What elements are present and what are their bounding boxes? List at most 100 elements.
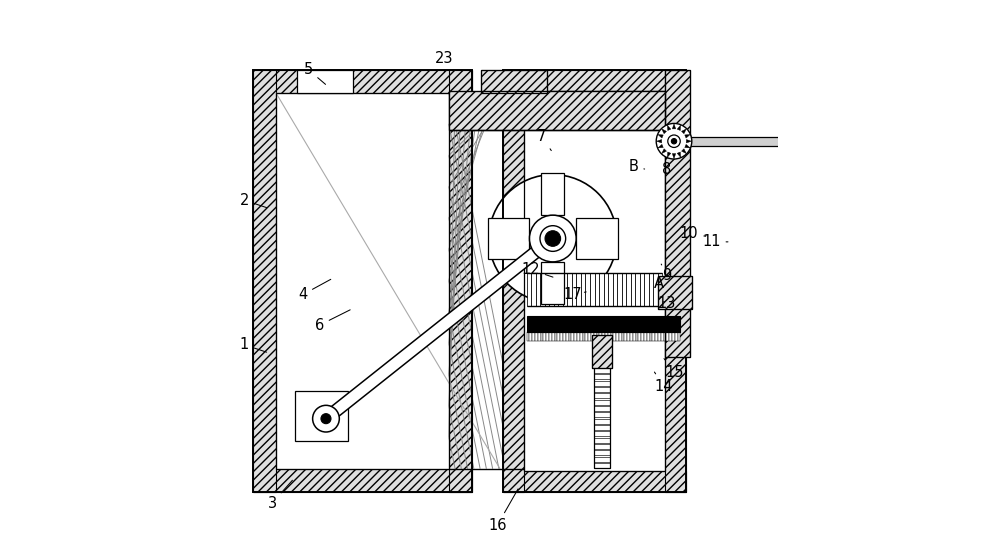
Bar [560, 332, 563, 341]
Bar [535, 332, 538, 341]
Polygon shape [685, 135, 690, 138]
Bar [449, 91, 665, 130]
Circle shape [529, 215, 576, 262]
Bar [617, 273, 622, 306]
Bar [253, 70, 472, 492]
Bar [594, 368, 610, 373]
Bar [608, 332, 611, 341]
Bar [541, 262, 564, 304]
Bar [524, 91, 665, 471]
Bar [655, 332, 658, 341]
Bar [633, 332, 636, 341]
Bar [658, 276, 692, 309]
Bar [566, 332, 569, 341]
Bar [611, 332, 613, 341]
Bar [644, 332, 647, 341]
Text: A: A [653, 276, 663, 291]
Bar [545, 273, 549, 306]
Bar [594, 374, 610, 379]
Bar [481, 70, 547, 93]
Bar [549, 273, 554, 306]
Bar [622, 332, 624, 341]
Bar [503, 70, 686, 492]
Bar [563, 332, 566, 341]
Text: 11: 11 [702, 235, 728, 249]
Bar [563, 273, 567, 306]
Bar [635, 273, 640, 306]
Bar [597, 332, 599, 341]
Bar [541, 332, 543, 341]
Bar [594, 419, 610, 424]
Bar [594, 425, 610, 430]
Bar [591, 332, 594, 341]
Bar [276, 93, 449, 469]
Bar [602, 332, 605, 341]
Polygon shape [672, 153, 676, 158]
Bar [664, 332, 666, 341]
Bar [557, 332, 560, 341]
Bar [546, 332, 549, 341]
Bar [554, 273, 558, 306]
Bar [595, 273, 599, 306]
Bar [253, 70, 276, 492]
Bar [527, 273, 531, 306]
Polygon shape [449, 93, 524, 469]
Text: 2: 2 [240, 193, 267, 207]
Text: 3: 3 [267, 480, 292, 510]
Bar [253, 70, 472, 93]
Text: 8: 8 [662, 162, 671, 177]
Bar [532, 332, 535, 341]
Bar [527, 316, 680, 332]
Bar [594, 349, 610, 354]
Bar [613, 273, 617, 306]
Polygon shape [672, 124, 676, 129]
Bar [543, 332, 546, 341]
Bar [549, 332, 552, 341]
Bar [531, 273, 536, 306]
Bar [576, 218, 618, 260]
Text: 13: 13 [658, 296, 676, 310]
Bar [538, 332, 541, 341]
Bar [658, 332, 661, 341]
Bar [594, 387, 610, 392]
Bar [665, 70, 690, 357]
Polygon shape [685, 145, 690, 148]
Bar [481, 70, 547, 93]
Bar [619, 332, 622, 341]
Circle shape [545, 231, 561, 246]
Bar [594, 332, 597, 341]
Bar [449, 91, 665, 130]
Circle shape [321, 414, 331, 424]
Polygon shape [662, 149, 666, 153]
Circle shape [540, 226, 566, 251]
Bar [669, 332, 672, 341]
Polygon shape [667, 125, 671, 131]
Polygon shape [686, 140, 691, 143]
Bar [608, 273, 613, 306]
Bar [572, 273, 576, 306]
Bar [581, 273, 585, 306]
Text: 14: 14 [654, 372, 673, 394]
Bar [613, 332, 616, 341]
Bar [624, 332, 627, 341]
Bar [641, 332, 644, 341]
Bar [640, 273, 644, 306]
Bar [577, 332, 580, 341]
Bar [630, 332, 633, 341]
Bar [650, 332, 652, 341]
Bar [585, 273, 590, 306]
Bar [594, 463, 610, 468]
Bar [594, 444, 610, 449]
Bar [536, 273, 540, 306]
Text: 10: 10 [680, 226, 706, 241]
Text: 17: 17 [563, 287, 586, 302]
Bar [594, 400, 610, 405]
Bar [558, 273, 563, 306]
Bar [594, 438, 610, 443]
Bar [594, 342, 610, 348]
Bar [594, 431, 610, 436]
Bar [658, 273, 662, 306]
Bar [631, 273, 635, 306]
Bar [529, 332, 532, 341]
Bar [592, 335, 612, 369]
